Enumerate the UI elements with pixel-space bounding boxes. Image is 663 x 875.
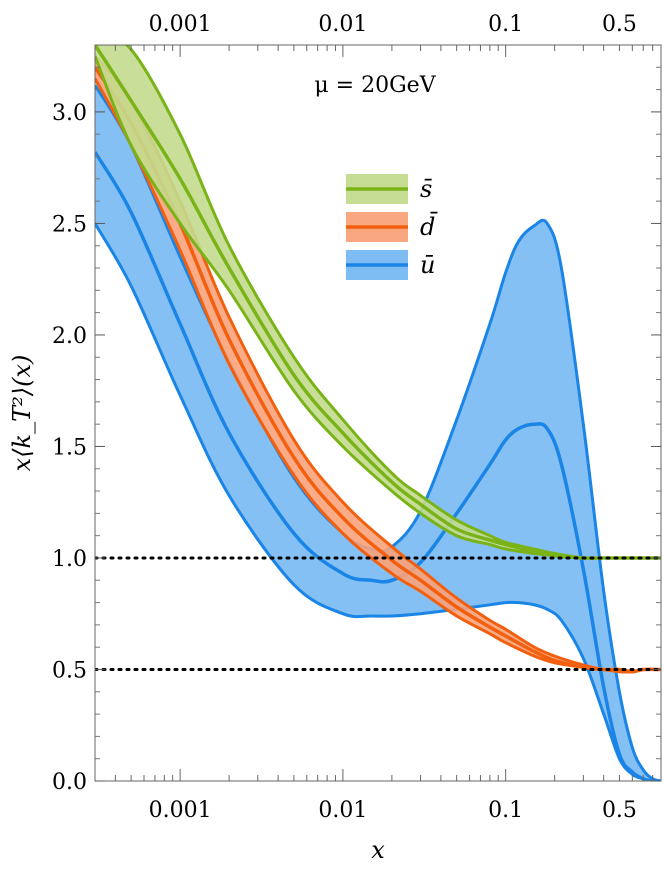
u-bar-band bbox=[95, 85, 661, 781]
y-tick-label: 2.5 bbox=[52, 212, 87, 237]
x-tick-label-bottom: 0.1 bbox=[488, 798, 523, 823]
d-bar-lower-line bbox=[95, 77, 661, 674]
scale-annotation: μ = 20GeV bbox=[314, 73, 436, 98]
tick-labels: 0.0 0.5 1.0 1.5 2.0 2.5 3.0 0.001 0.001 0.01 0.01 0… bbox=[52, 12, 637, 823]
y-tick-label: 1.5 bbox=[52, 435, 87, 460]
plot-frame bbox=[94, 44, 662, 782]
y-tick-label: 3.0 bbox=[52, 101, 87, 126]
d-bar-legend-label: d̄ bbox=[420, 212, 438, 241]
u-bar-legend-label: ū bbox=[420, 251, 435, 279]
y-tick-label: 0.5 bbox=[52, 658, 87, 683]
s-bar-legend-label: s̄ bbox=[420, 175, 433, 203]
y-tick-label: 0.0 bbox=[52, 770, 87, 795]
y-tick-label: 1.0 bbox=[52, 547, 87, 572]
axis-ticks bbox=[94, 45, 662, 782]
x-tick-label-top: 0.1 bbox=[488, 12, 523, 37]
x-axis-label: x bbox=[371, 836, 385, 864]
x-tick-label-bottom: 0.001 bbox=[149, 798, 212, 823]
y-tick-label: 2.0 bbox=[52, 324, 87, 349]
x-tick-label-bottom: 0.01 bbox=[318, 798, 367, 823]
x-tick-label-top: 0.01 bbox=[318, 12, 367, 37]
x-tick-label-top: 0.5 bbox=[602, 12, 637, 37]
u-bar-central-line bbox=[95, 151, 661, 781]
reference-lines bbox=[95, 556, 661, 671]
y-axis-label: x⟨k_T²⟩(x) bbox=[8, 355, 36, 472]
s-bar-band bbox=[95, 45, 661, 559]
legend: s̄ d̄ ū bbox=[346, 174, 438, 280]
x-tick-label-top: 0.001 bbox=[149, 12, 212, 37]
s-bar-central-line bbox=[95, 45, 661, 560]
x-tick-label-bottom: 0.5 bbox=[602, 798, 637, 823]
